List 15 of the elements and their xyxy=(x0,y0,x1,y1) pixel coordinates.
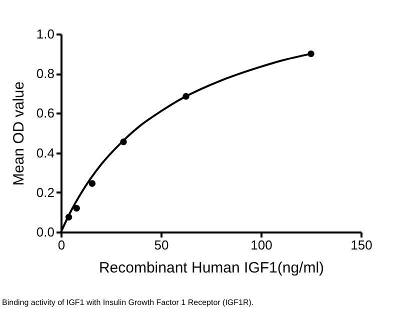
point xyxy=(73,204,80,212)
x-tick-label: 0 xyxy=(58,238,66,252)
y-tick-label: 0.4 xyxy=(36,145,54,160)
y-tick-label: 0.0 xyxy=(36,224,54,240)
y-tick-label: 0.8 xyxy=(36,66,54,82)
x-tick-label: 100 xyxy=(250,238,272,252)
x-tick-label: 50 xyxy=(154,238,169,252)
text: Binding activity of IGF1 with Insulin Growth Factor 1 Receptor (IGF1R). xyxy=(2,298,255,308)
y-tick-label: 0.6 xyxy=(36,106,54,121)
x-axis-title: Recombinant Human IGF1(ng/ml) xyxy=(98,260,324,276)
y-tick-label: 0.2 xyxy=(36,184,54,200)
y-axis-title: Mean OD value xyxy=(10,81,28,186)
point xyxy=(88,180,96,187)
x-tick-label: 150 xyxy=(350,238,372,252)
y-tick-label: 1.0 xyxy=(36,26,54,42)
